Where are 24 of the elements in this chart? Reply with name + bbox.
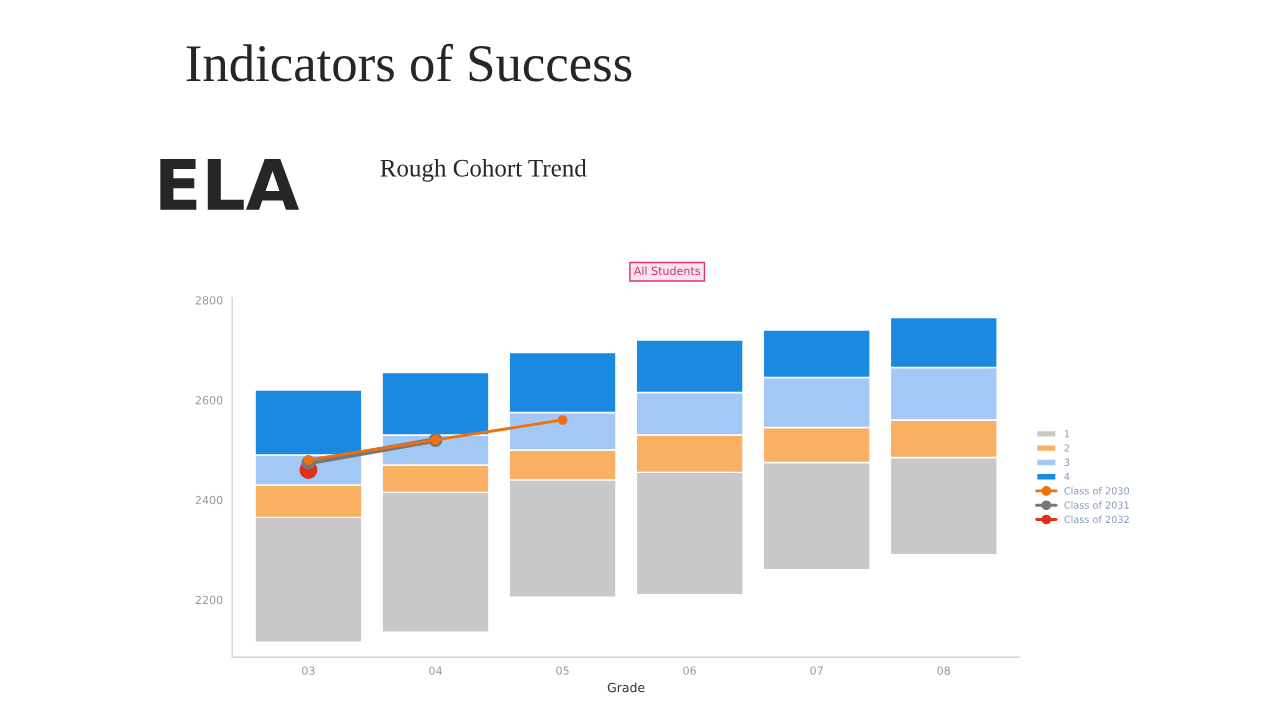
x-tick-label: 06 — [683, 666, 696, 675]
point — [303, 455, 314, 465]
chart-subtitle: ELA — [160, 159, 300, 210]
text: All Students — [633, 266, 701, 276]
point — [557, 415, 568, 425]
legend-label: 1 — [1064, 430, 1070, 438]
legend-label: 4 — [1064, 473, 1070, 481]
legend-label: 3 — [1064, 458, 1070, 466]
y-tick-label: 2200 — [195, 595, 223, 605]
legend-label: Class of 2031 — [1064, 501, 1129, 509]
x-tick-label: 04 — [429, 666, 442, 675]
x-tick-label: 07 — [810, 666, 823, 675]
legend-label: 2 — [1064, 444, 1070, 452]
chart-title: Indicators of Success — [186, 43, 632, 82]
x-tick-label: 08 — [937, 666, 951, 675]
text: Rough Cohort Trend — [380, 159, 587, 182]
x-tick-label: 03 — [302, 666, 315, 675]
legend-label: Class of 2032 — [1064, 515, 1129, 524]
y-tick-label: 2600 — [195, 396, 223, 405]
y-tick-label: 2400 — [195, 495, 223, 505]
legend-label: Class of 2030 — [1064, 486, 1130, 495]
x-axis-title: Grade — [607, 682, 645, 693]
y-tick-label: 2800 — [195, 296, 223, 305]
x-tick-label: 05 — [556, 666, 569, 675]
